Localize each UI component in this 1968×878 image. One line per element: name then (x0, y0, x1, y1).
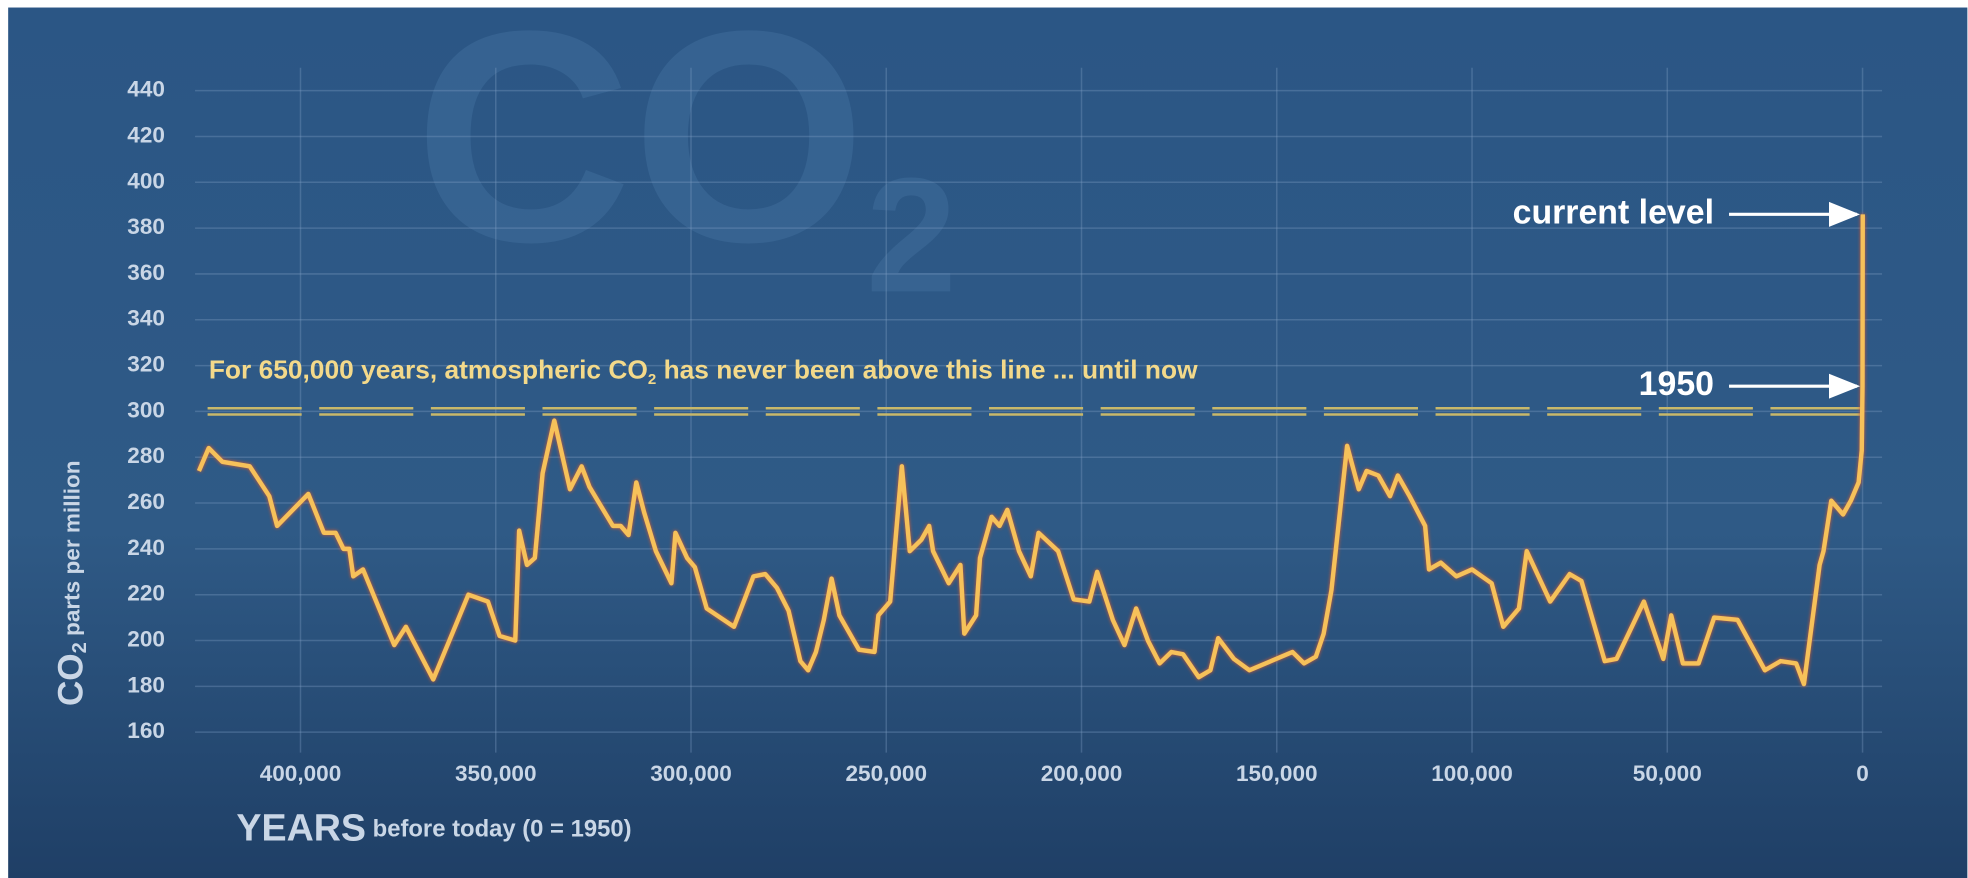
y-tick-label: 360 (127, 260, 165, 285)
y-axis-label: CO2 parts per million (52, 460, 92, 706)
y-tick-label: 220 (127, 581, 165, 606)
x-tick-label: 350,000 (455, 761, 537, 786)
y-tick-label: 260 (127, 489, 165, 514)
x-tick-label: 0 (1856, 761, 1869, 786)
arrow-label: current level (1513, 193, 1714, 231)
y-tick-label: 320 (127, 352, 165, 377)
arrow-label: 1950 (1639, 365, 1714, 403)
background-title: CO2 (415, 0, 957, 326)
x-tick-label: 300,000 (650, 761, 732, 786)
y-tick-label: 180 (127, 672, 165, 697)
y-tick-label: 200 (127, 626, 165, 651)
y-tick-label: 440 (127, 77, 165, 102)
x-tick-label: 400,000 (260, 761, 342, 786)
co2-line (196, 214, 1865, 687)
y-tick-label: 240 (127, 535, 165, 560)
y-tick-label: 400 (127, 168, 165, 193)
plot: current level 1950 (196, 193, 1865, 687)
x-tick-label: 50,000 (1633, 761, 1702, 786)
y-tick-label: 280 (127, 443, 165, 468)
threshold-line (207, 407, 1864, 416)
x-tick-label: 200,000 (1041, 761, 1123, 786)
annotation: For 650,000 years, atmospheric CO2 has n… (209, 354, 1198, 388)
y-tick-label: 160 (127, 718, 165, 743)
x-tick-label: 100,000 (1431, 761, 1513, 786)
x-axis-label: YEARS before today (0 = 1950) (236, 806, 631, 848)
y-tick-label: 380 (127, 214, 165, 239)
y-tick-label: 420 (127, 122, 165, 147)
x-tick-label: 250,000 (845, 761, 927, 786)
y-tick-label: 340 (127, 306, 165, 331)
x-tick-label: 150,000 (1236, 761, 1318, 786)
grid: 160 180 200 220 240 260 280 300 320 340 360 380 400 4… (127, 67, 1883, 786)
background (8, 7, 1968, 878)
y-tick-label: 300 (127, 397, 165, 422)
